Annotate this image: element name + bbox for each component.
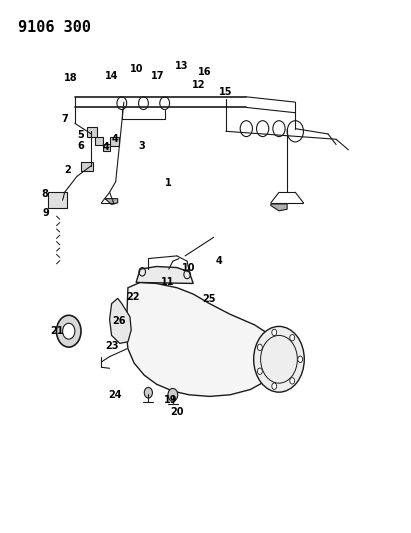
- Text: 4: 4: [216, 256, 223, 266]
- Text: 13: 13: [175, 61, 189, 71]
- Text: 23: 23: [105, 341, 118, 351]
- Text: 3: 3: [139, 141, 145, 151]
- Circle shape: [272, 329, 277, 336]
- Text: 25: 25: [202, 294, 215, 304]
- Polygon shape: [106, 199, 118, 205]
- Text: 17: 17: [151, 70, 165, 80]
- Text: 9106 300: 9106 300: [18, 20, 91, 35]
- Text: 5: 5: [77, 130, 83, 140]
- Polygon shape: [271, 204, 287, 211]
- Text: 7: 7: [61, 114, 68, 124]
- Circle shape: [168, 389, 178, 401]
- Text: 14: 14: [105, 70, 118, 80]
- Text: 1: 1: [165, 177, 172, 188]
- Polygon shape: [126, 282, 279, 397]
- Circle shape: [257, 344, 262, 351]
- Polygon shape: [136, 266, 193, 284]
- Circle shape: [56, 316, 81, 347]
- Text: 4: 4: [102, 142, 109, 152]
- Text: 2: 2: [64, 165, 71, 175]
- Circle shape: [290, 335, 295, 341]
- Text: 18: 18: [64, 73, 78, 83]
- Bar: [81, 161, 93, 171]
- Polygon shape: [110, 298, 131, 343]
- Text: 10: 10: [182, 263, 195, 272]
- Text: 16: 16: [198, 68, 211, 77]
- Circle shape: [272, 383, 277, 389]
- Text: 19: 19: [164, 395, 178, 405]
- Text: 4: 4: [111, 134, 118, 144]
- Circle shape: [62, 323, 75, 339]
- Circle shape: [298, 356, 302, 362]
- Bar: [103, 144, 110, 151]
- Bar: [110, 137, 118, 146]
- Text: 20: 20: [170, 407, 184, 417]
- Text: 8: 8: [41, 189, 48, 199]
- Text: 10: 10: [130, 64, 144, 74]
- Text: 26: 26: [112, 316, 126, 326]
- Bar: [87, 127, 97, 136]
- Circle shape: [144, 387, 152, 398]
- Circle shape: [290, 378, 295, 384]
- Text: 21: 21: [51, 326, 64, 336]
- Text: 6: 6: [78, 141, 84, 151]
- Text: 22: 22: [126, 292, 140, 302]
- Text: 11: 11: [161, 277, 175, 287]
- Text: 12: 12: [192, 79, 206, 90]
- Bar: [48, 192, 67, 208]
- Text: 24: 24: [108, 390, 122, 400]
- Circle shape: [254, 326, 304, 392]
- Circle shape: [257, 368, 262, 375]
- Text: 9: 9: [42, 208, 49, 219]
- Bar: [95, 136, 104, 144]
- Text: 15: 15: [219, 86, 233, 96]
